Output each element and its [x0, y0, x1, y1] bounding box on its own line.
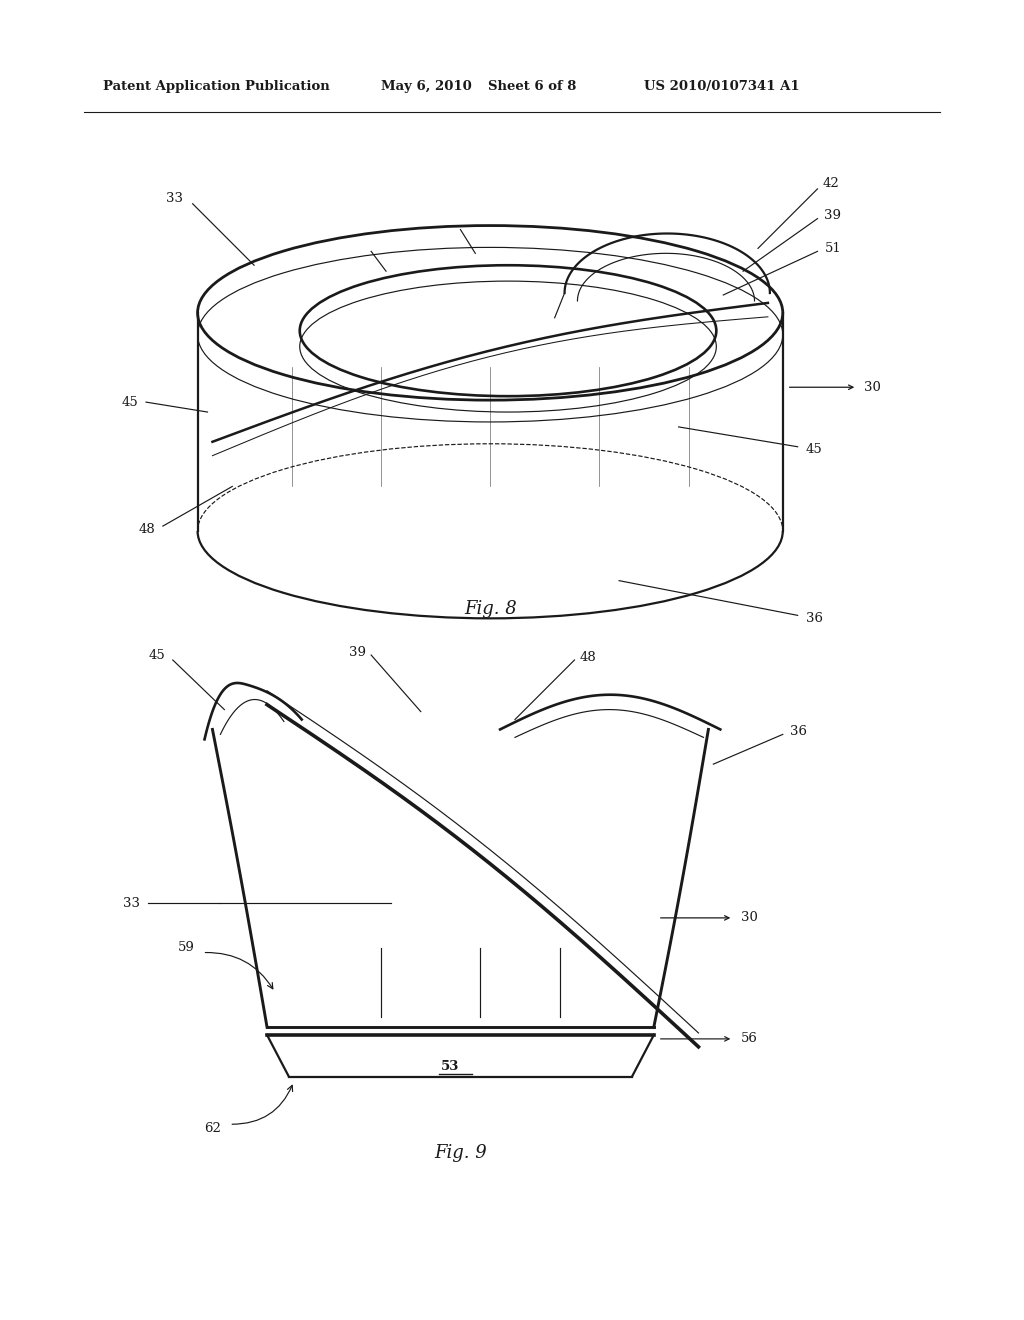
Text: 45: 45: [148, 648, 165, 661]
Text: Fig. 8: Fig. 8: [464, 601, 516, 619]
Text: 30: 30: [864, 380, 881, 393]
Text: 48: 48: [580, 651, 596, 664]
Text: 39: 39: [349, 645, 367, 659]
Text: 53: 53: [440, 1060, 459, 1073]
Text: 62: 62: [205, 1122, 221, 1135]
Text: Patent Application Publication: Patent Application Publication: [103, 81, 330, 94]
Text: 33: 33: [166, 193, 182, 206]
Text: 36: 36: [790, 725, 807, 738]
Text: Fig. 9: Fig. 9: [434, 1144, 486, 1162]
Text: 33: 33: [123, 896, 140, 909]
Text: 48: 48: [138, 523, 155, 536]
Text: 51: 51: [824, 242, 841, 255]
Text: Sheet 6 of 8: Sheet 6 of 8: [488, 81, 577, 94]
Text: 39: 39: [824, 209, 842, 222]
Text: 42: 42: [822, 177, 840, 190]
Text: 45: 45: [806, 444, 822, 457]
Text: US 2010/0107341 A1: US 2010/0107341 A1: [644, 81, 800, 94]
Text: 59: 59: [178, 941, 195, 954]
Text: 45: 45: [121, 396, 138, 409]
Text: 56: 56: [741, 1032, 758, 1045]
Text: May 6, 2010: May 6, 2010: [381, 81, 472, 94]
Text: 36: 36: [806, 612, 822, 624]
Text: 30: 30: [741, 911, 758, 924]
